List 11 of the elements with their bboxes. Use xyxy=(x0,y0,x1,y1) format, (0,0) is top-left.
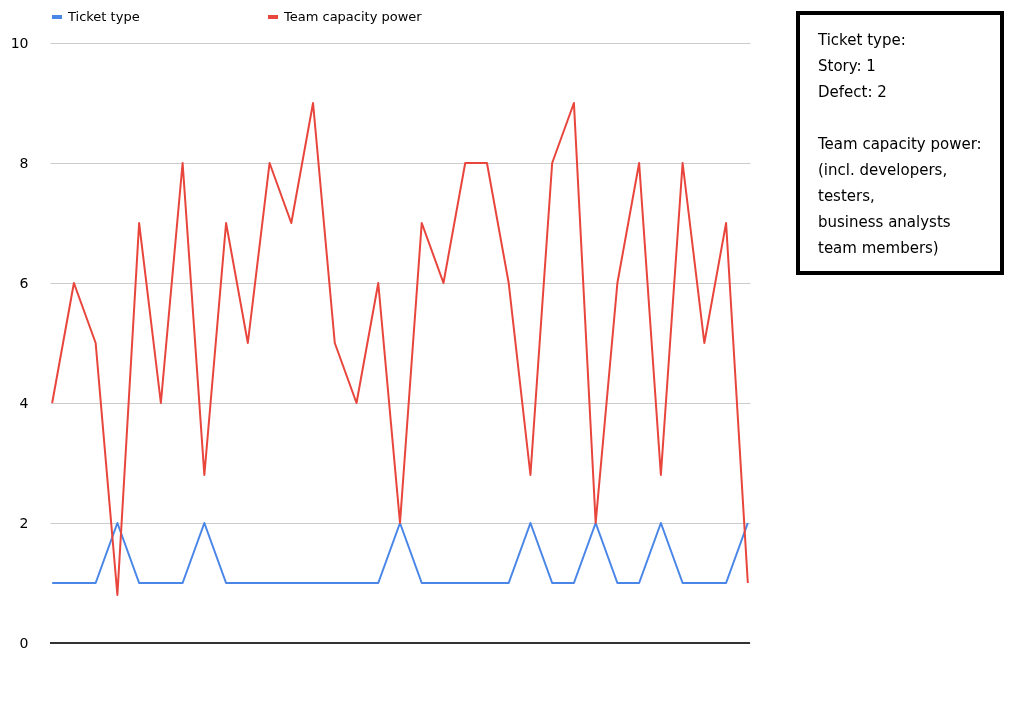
legend-label: Team capacity power xyxy=(283,9,423,24)
y-tick-label: 2 xyxy=(19,514,29,531)
text: Ticket type: Story: 1 Defect: 2 xyxy=(817,31,906,101)
y-tick-label: 4 xyxy=(19,394,29,411)
y-tick-label: 10 xyxy=(10,34,29,51)
y-tick-label: 6 xyxy=(19,274,29,291)
legend-label: Ticket type xyxy=(67,9,140,24)
line-series xyxy=(51,102,749,596)
y-tick-label: 0 xyxy=(19,634,29,651)
text: Team capacity power: (incl. developers, testers, business analysts team members) xyxy=(817,135,982,257)
y-tick-label: 8 xyxy=(19,154,29,171)
